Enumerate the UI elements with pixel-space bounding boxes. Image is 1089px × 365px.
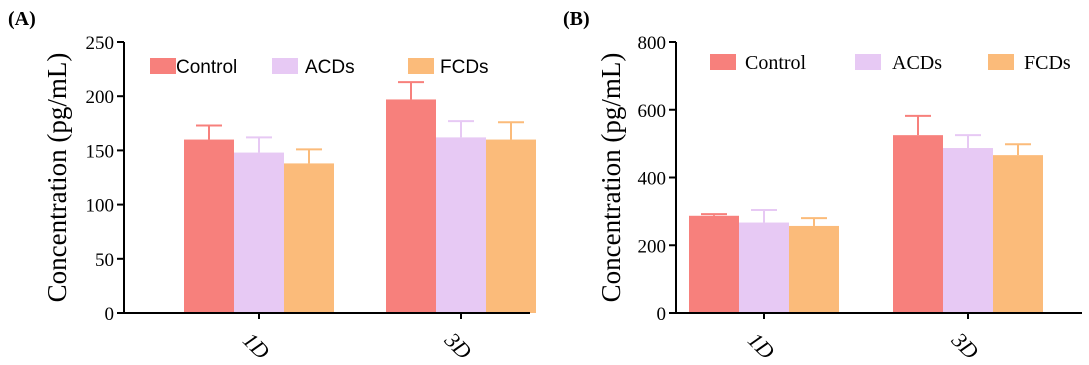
legend-swatch-fcds (988, 54, 1014, 70)
bar-acds-3d (436, 137, 486, 313)
legend-swatch-fcds (408, 58, 434, 74)
y-axis-label: Concentration (pg/mL) (42, 53, 72, 303)
legend-label-acds: ACDs (892, 52, 942, 74)
chart-panel-b: (B) Concentration (pg/mL) 1D 3D 0 200 400 600 80… (563, 8, 1082, 364)
y-tick-label: 800 (638, 33, 667, 54)
bar-control-1d (689, 215, 739, 313)
y-tick-label: 50 (95, 250, 114, 271)
bar-control-1d (184, 139, 234, 313)
bar-control-3d (893, 135, 943, 313)
bar-acds-3d (943, 148, 993, 313)
y-tick-label: 0 (105, 304, 115, 325)
y-tick-label: 600 (638, 101, 667, 122)
legend-label-fcds: FCDs (440, 57, 489, 78)
panel-label: (B) (563, 8, 590, 30)
y-tick-label: 200 (638, 236, 667, 257)
legend-swatch-control (710, 54, 736, 70)
legend-label-control: Control (176, 57, 237, 78)
y-tick-label: 200 (86, 87, 115, 108)
legend-swatch-control (150, 58, 176, 74)
bar-fcds-1d (284, 163, 334, 313)
legend-swatch-acds (855, 54, 881, 70)
legend-label-control: Control (745, 52, 807, 74)
legend-label-acds: ACDs (305, 57, 355, 78)
bar-acds-1d (739, 222, 789, 313)
panel-label: (A) (8, 8, 36, 30)
bar-acds-1d (234, 152, 284, 313)
y-tick-label: 0 (657, 304, 667, 325)
y-tick-label: 150 (86, 141, 115, 162)
x-tick-label: 1D (743, 327, 780, 364)
x-tick-label: 1D (238, 327, 275, 364)
y-tick-label: 400 (638, 169, 667, 190)
legend-swatch-acds (272, 58, 298, 74)
bar-control-3d (386, 99, 436, 314)
legend-label-fcds: FCDs (1024, 52, 1071, 74)
bar-fcds-3d (993, 155, 1043, 313)
bar-fcds-1d (789, 225, 839, 313)
y-tick-label: 100 (86, 196, 115, 217)
chart-panel-a: (A) Concentration (pg/mL) 1D 3D 0 50 100 150 200… (8, 8, 536, 364)
x-tick-label: 3D (439, 327, 476, 364)
bar-fcds-3d (486, 139, 536, 313)
y-axis-label: Concentration (pg/mL) (596, 53, 626, 303)
x-tick-label: 3D (946, 327, 983, 364)
y-tick-label: 250 (86, 33, 115, 54)
